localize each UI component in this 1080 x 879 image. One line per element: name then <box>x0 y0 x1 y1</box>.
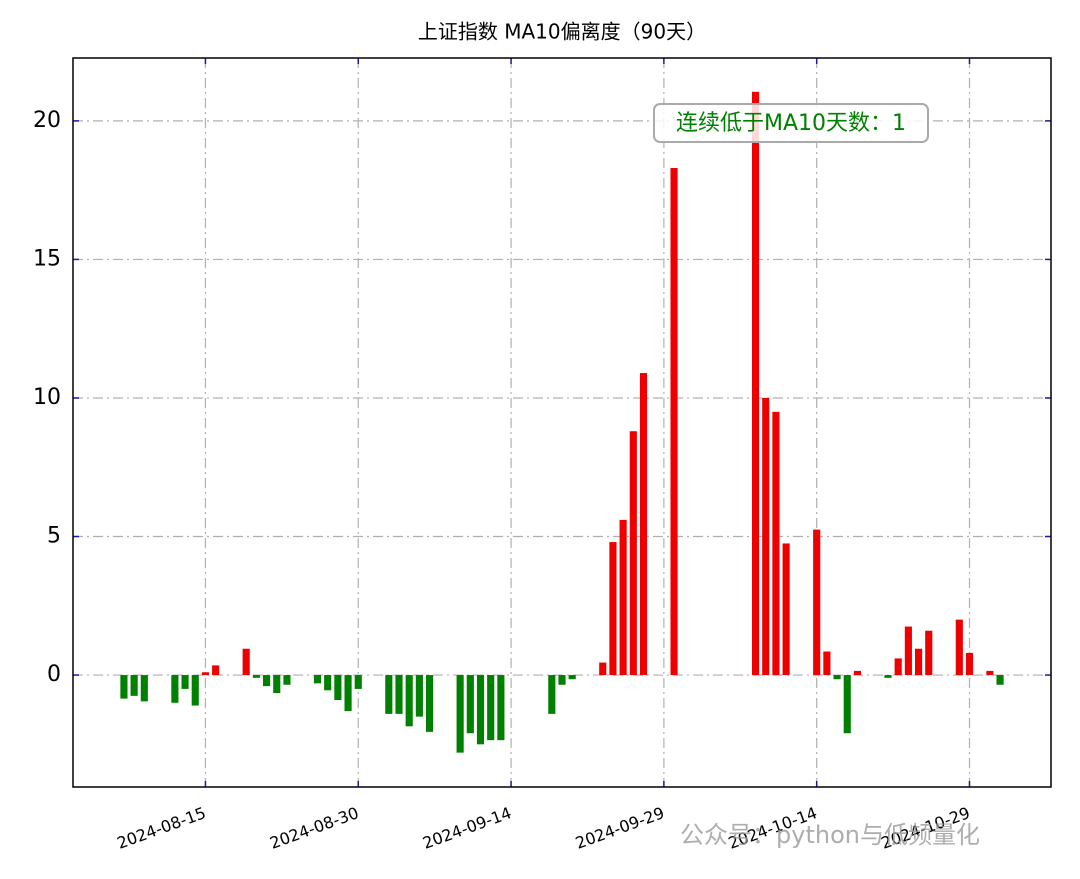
bar <box>201 672 210 676</box>
annotation-box <box>653 103 929 143</box>
y-tick-label: 10 <box>33 385 61 410</box>
bar <box>568 675 576 680</box>
bar <box>884 675 892 678</box>
bar <box>415 675 423 717</box>
bar <box>140 675 148 702</box>
bar <box>914 648 923 676</box>
y-tick-label: 5 <box>47 524 61 549</box>
bar <box>497 675 505 741</box>
annotation: 连续低于MA10天数：1 <box>676 111 906 136</box>
bar <box>487 675 495 741</box>
bar <box>313 675 322 684</box>
bar <box>466 675 474 734</box>
bar <box>171 675 179 703</box>
bar <box>813 529 821 676</box>
bar <box>425 675 434 732</box>
bar <box>405 675 413 727</box>
bar <box>925 630 933 676</box>
bar <box>252 675 260 678</box>
bar <box>904 626 912 676</box>
bar <box>965 652 974 676</box>
bar <box>395 675 403 714</box>
bar <box>283 675 291 685</box>
bar <box>772 411 780 676</box>
y-tick-label: 20 <box>33 108 61 133</box>
bar <box>334 675 342 700</box>
bar <box>344 675 352 712</box>
bar <box>639 373 648 676</box>
bar <box>181 675 189 689</box>
bar <box>843 675 851 734</box>
bar <box>456 675 464 753</box>
bar <box>853 670 862 676</box>
bar <box>120 675 128 699</box>
bar <box>191 675 199 706</box>
bar <box>751 91 760 676</box>
bar <box>823 651 831 676</box>
bar <box>609 542 617 676</box>
bar <box>782 543 790 676</box>
bar <box>130 675 138 696</box>
bar <box>762 397 770 676</box>
bar <box>894 658 902 676</box>
bar <box>324 675 332 691</box>
bar <box>670 168 678 676</box>
bar <box>599 662 607 676</box>
chart-title: 上证指数 MA10偏离度（90天） <box>418 20 706 44</box>
bar <box>476 675 485 745</box>
watermark: 公众号：python与低频量化 <box>680 821 980 849</box>
bar <box>558 675 566 685</box>
bar <box>833 675 841 680</box>
bar <box>242 648 250 676</box>
plot-frame <box>72 57 1052 788</box>
bar <box>986 670 994 676</box>
bar <box>619 519 627 676</box>
bar <box>548 675 556 714</box>
bar <box>354 675 362 689</box>
y-tick-label: 15 <box>33 246 61 271</box>
y-tick-label: 0 <box>47 662 61 687</box>
bar <box>273 675 281 694</box>
bar <box>262 675 271 687</box>
bar <box>629 431 637 676</box>
bar <box>212 665 220 676</box>
bar <box>955 619 963 676</box>
bar <box>996 675 1004 685</box>
bar <box>385 675 393 714</box>
